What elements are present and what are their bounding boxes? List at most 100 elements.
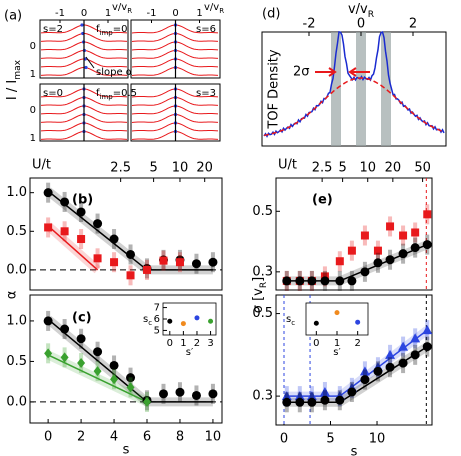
point [109,360,119,370]
x-label-part: R [127,7,132,15]
x-tick-label: -1 [55,8,65,19]
fimp-label-part: f [96,88,100,99]
panel-label: (a) [4,9,22,24]
point [313,320,319,326]
point [93,254,102,263]
point [43,188,53,198]
point [307,397,317,407]
y-label: sc [286,314,295,327]
point [320,395,330,405]
point [60,324,70,334]
point [167,318,173,324]
x-tick-label: 2 [194,338,200,349]
point [295,276,305,286]
point [422,240,432,250]
x2-label: U/t [32,158,51,173]
y-tick-label: 0.0 [6,262,27,277]
point [319,386,330,396]
point [180,321,186,327]
x-label: v/vR [204,2,224,15]
point [360,375,370,385]
point [399,231,408,240]
s-label: s=3 [196,88,216,99]
point [335,395,345,405]
s-label: s=2 [43,24,63,35]
point [411,228,420,237]
arrow-right [348,67,370,77]
x2-tick-label: 20 [196,161,213,176]
y-tick-label: 7 [154,303,160,314]
point [360,267,370,277]
fimp-label: fimp=0 [96,24,128,37]
y-label-part: c [291,319,295,327]
y-tick-label: 0 [30,41,36,52]
fit-line [47,354,148,403]
y-tick-label: 0.3 [252,389,273,404]
x2-tick-label: 10 [172,161,189,176]
y-label: α [5,291,20,300]
x-label: s [123,443,130,456]
s-label: s=6 [196,24,216,35]
point [347,246,356,255]
y-label-part: s [286,314,291,325]
x-tick-label: 0 [280,432,288,447]
x-label-part: v/v [204,2,219,13]
point [126,373,136,383]
y-tick-label: 5 [154,325,160,336]
point [44,348,53,359]
point [359,366,370,376]
y-tick-label: 1 [30,133,36,144]
point [191,259,201,269]
point [423,210,432,219]
x-tick-label: 10 [369,432,386,447]
y-tick-label: 0.5 [252,204,273,219]
x-label: v/vR [348,2,375,20]
x-tick-label: 8 [176,430,184,445]
x2-tick-label: 5 [149,161,157,176]
point [410,350,420,360]
point [143,396,152,407]
fit-line [47,225,99,271]
y-label: σ [vR] [251,277,269,314]
fimp-label-part: =0 [113,24,128,35]
point [422,325,433,335]
fimp-label-part: imp [100,29,114,37]
point [295,397,305,407]
background-fit [263,77,445,137]
point [398,341,409,351]
frame [261,31,447,147]
x-label: s′ [333,347,341,358]
y-label: I / Imax [5,59,23,100]
point [44,223,53,232]
point [360,231,369,240]
x-label: s [351,445,358,456]
panel-label: (e) [312,193,333,208]
y-label-part: ] [251,277,266,282]
point [373,366,383,376]
point [385,349,396,359]
x-tick-label: 0 [357,17,365,32]
x-tick-label: -2 [303,17,316,32]
y-tick-label: 1.0 [6,313,27,328]
x2-tick-label: 10 [359,161,376,176]
x-tick-label: 1 [105,8,111,19]
y-label: TOF Density [267,49,282,130]
point [386,222,395,231]
slope-arrow [85,56,95,69]
point [282,397,292,407]
y-tick-label: 0.0 [6,394,27,409]
x-tick-label: 2 [409,17,417,32]
point [93,219,103,229]
point [194,315,200,321]
x2-tick-label: 20 [385,161,402,176]
x-tick-label: 1 [334,338,340,349]
point [335,276,345,286]
y-tick-label: 0 [30,105,36,116]
point [307,276,317,286]
point [175,387,185,397]
x-label: s′ [186,347,194,358]
frame [162,302,217,336]
x-tick-label: 6 [143,430,151,445]
point [43,316,53,326]
